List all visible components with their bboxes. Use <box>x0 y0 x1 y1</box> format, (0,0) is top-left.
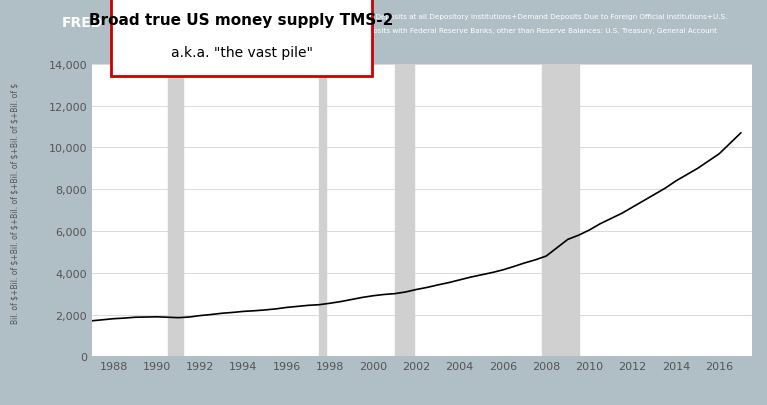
Text: Broad true US money supply TMS-2: Broad true US money supply TMS-2 <box>90 13 393 28</box>
Text: FRED: FRED <box>61 16 103 30</box>
Text: — Currency Component of M1+Total Checkable Deposits+Total Savings Deposits at al: — Currency Component of M1+Total Checkab… <box>115 14 727 34</box>
Text: a.k.a. "the vast pile": a.k.a. "the vast pile" <box>170 45 313 60</box>
Bar <box>542 65 578 356</box>
Bar <box>319 65 326 356</box>
Bar <box>168 65 183 356</box>
Bar <box>395 65 414 356</box>
Text: Bil. of $+Bil. of $+Bil. of $+Bil. of $+Bil. of $+Bil. of $+Bil. of $: Bil. of $+Bil. of $+Bil. of $+Bil. of $+… <box>11 82 20 323</box>
